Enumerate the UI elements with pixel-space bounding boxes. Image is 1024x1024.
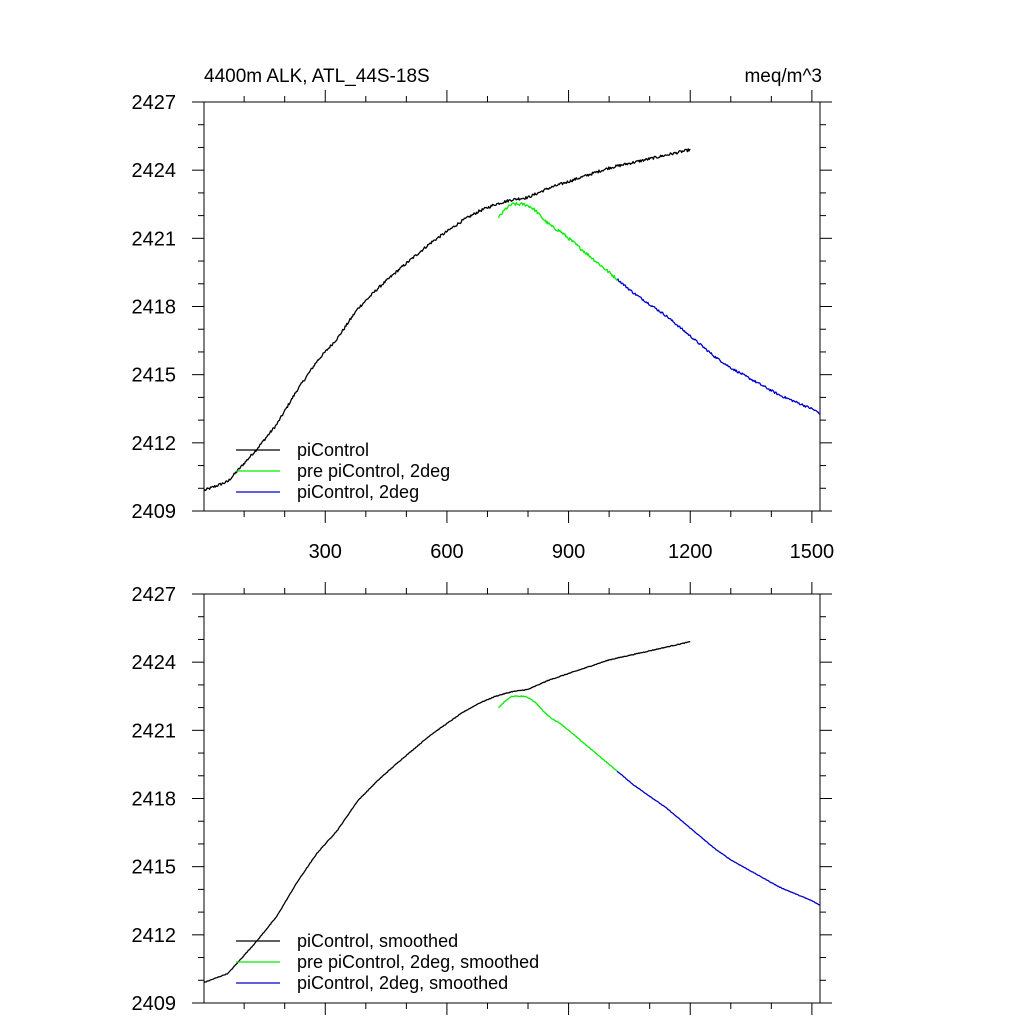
legend-label: piControl, 2deg [297, 482, 419, 502]
y-tick-label: 2427 [132, 92, 177, 114]
x-tick-label: 1500 [790, 541, 835, 563]
y-tick-label: 2418 [132, 789, 177, 811]
legend-label: piControl [297, 440, 369, 460]
legend-label: pre piControl, 2deg, smoothed [297, 952, 539, 972]
chart-title: 4400m ALK, ATL_44S-18S [204, 66, 430, 87]
series-line-2 [497, 202, 618, 281]
y-tick-label: 2421 [132, 720, 177, 742]
series-line-1 [204, 148, 691, 492]
x-tick-label: 1200 [668, 541, 713, 563]
y-tick-label: 2427 [132, 584, 177, 606]
y-tick-label: 2424 [132, 160, 177, 182]
y-tick-label: 2412 [132, 925, 177, 947]
panels: 2409 2412 2415 2418 2421 2424 2427 300 600 900 120… [132, 90, 835, 1015]
chart-panel-2: 2409 2412 2415 2418 2421 2424 2427 piControl, s… [132, 582, 832, 1015]
legend-label: pre piControl, 2deg [297, 461, 450, 481]
x-tick-label: 600 [430, 541, 463, 563]
y-tick-label: 2412 [132, 433, 177, 455]
series-line-1 [204, 641, 691, 984]
y-tick-label: 2409 [132, 993, 177, 1015]
y-tick-label: 2421 [132, 228, 177, 250]
legend-label: piControl, smoothed [297, 931, 458, 951]
series-line-3 [616, 770, 820, 906]
series-line-2 [498, 695, 618, 772]
chart-panel-1: 2409 2412 2415 2418 2421 2424 2427 300 600 900 120… [132, 90, 835, 563]
legend-label: piControl, 2deg, smoothed [297, 973, 508, 993]
y-tick-label: 2415 [132, 857, 177, 879]
x-tick-label: 300 [309, 541, 342, 563]
y-tick-label: 2424 [132, 652, 177, 674]
series-line-3 [617, 278, 820, 415]
units-label: meq/m^3 [744, 66, 822, 87]
x-tick-label: 900 [552, 541, 585, 563]
y-tick-label: 2418 [132, 297, 177, 319]
y-tick-label: 2409 [132, 501, 177, 523]
y-tick-label: 2415 [132, 365, 177, 387]
